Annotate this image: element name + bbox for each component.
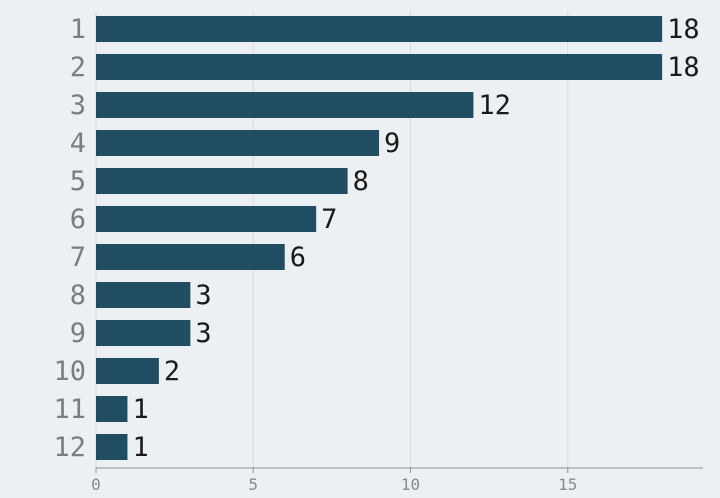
- bar-4: [96, 130, 380, 156]
- value-label-1: 18: [667, 14, 700, 45]
- x-tick-label-3: 15: [558, 475, 577, 494]
- category-label-4: 4: [70, 128, 86, 159]
- bars: [96, 16, 663, 460]
- x-tick-label-2: 10: [401, 475, 420, 494]
- category-label-2: 2: [70, 52, 86, 83]
- value-label-11: 1: [132, 394, 148, 425]
- value-label-8: 3: [195, 280, 211, 311]
- value-label-10: 2: [164, 356, 180, 387]
- category-label-1: 1: [70, 14, 86, 45]
- category-label-12: 12: [53, 432, 86, 463]
- bar-2: [96, 54, 663, 80]
- gridlines: [95, 10, 569, 468]
- x-axis: 0 5 10 15: [91, 467, 703, 494]
- category-label-7: 7: [70, 242, 86, 273]
- value-label-12: 1: [132, 432, 148, 463]
- value-label-4: 9: [384, 128, 400, 159]
- value-label-7: 6: [290, 242, 306, 273]
- category-label-9: 9: [70, 318, 86, 349]
- category-label-5: 5: [70, 166, 86, 197]
- category-label-10: 10: [53, 356, 86, 387]
- bar-5: [96, 168, 348, 194]
- bar-8: [96, 282, 191, 308]
- category-label-8: 8: [70, 280, 86, 311]
- bar-12: [96, 434, 128, 460]
- bar-11: [96, 396, 128, 422]
- bar-6: [96, 206, 317, 232]
- bar-3: [96, 92, 474, 118]
- category-label-11: 11: [53, 394, 86, 425]
- bar-10: [96, 358, 159, 384]
- bar-1: [96, 16, 663, 42]
- category-label-3: 3: [70, 90, 86, 121]
- value-label-2: 18: [667, 52, 700, 83]
- value-label-9: 3: [195, 318, 211, 349]
- bar-9: [96, 320, 191, 346]
- x-tick-label-0: 0: [91, 475, 101, 494]
- category-label-6: 6: [70, 204, 86, 235]
- value-label-3: 12: [478, 90, 511, 121]
- value-label-5: 8: [353, 166, 369, 197]
- bar-7: [96, 244, 285, 270]
- value-label-6: 7: [321, 204, 337, 235]
- x-tick-label-1: 5: [248, 475, 258, 494]
